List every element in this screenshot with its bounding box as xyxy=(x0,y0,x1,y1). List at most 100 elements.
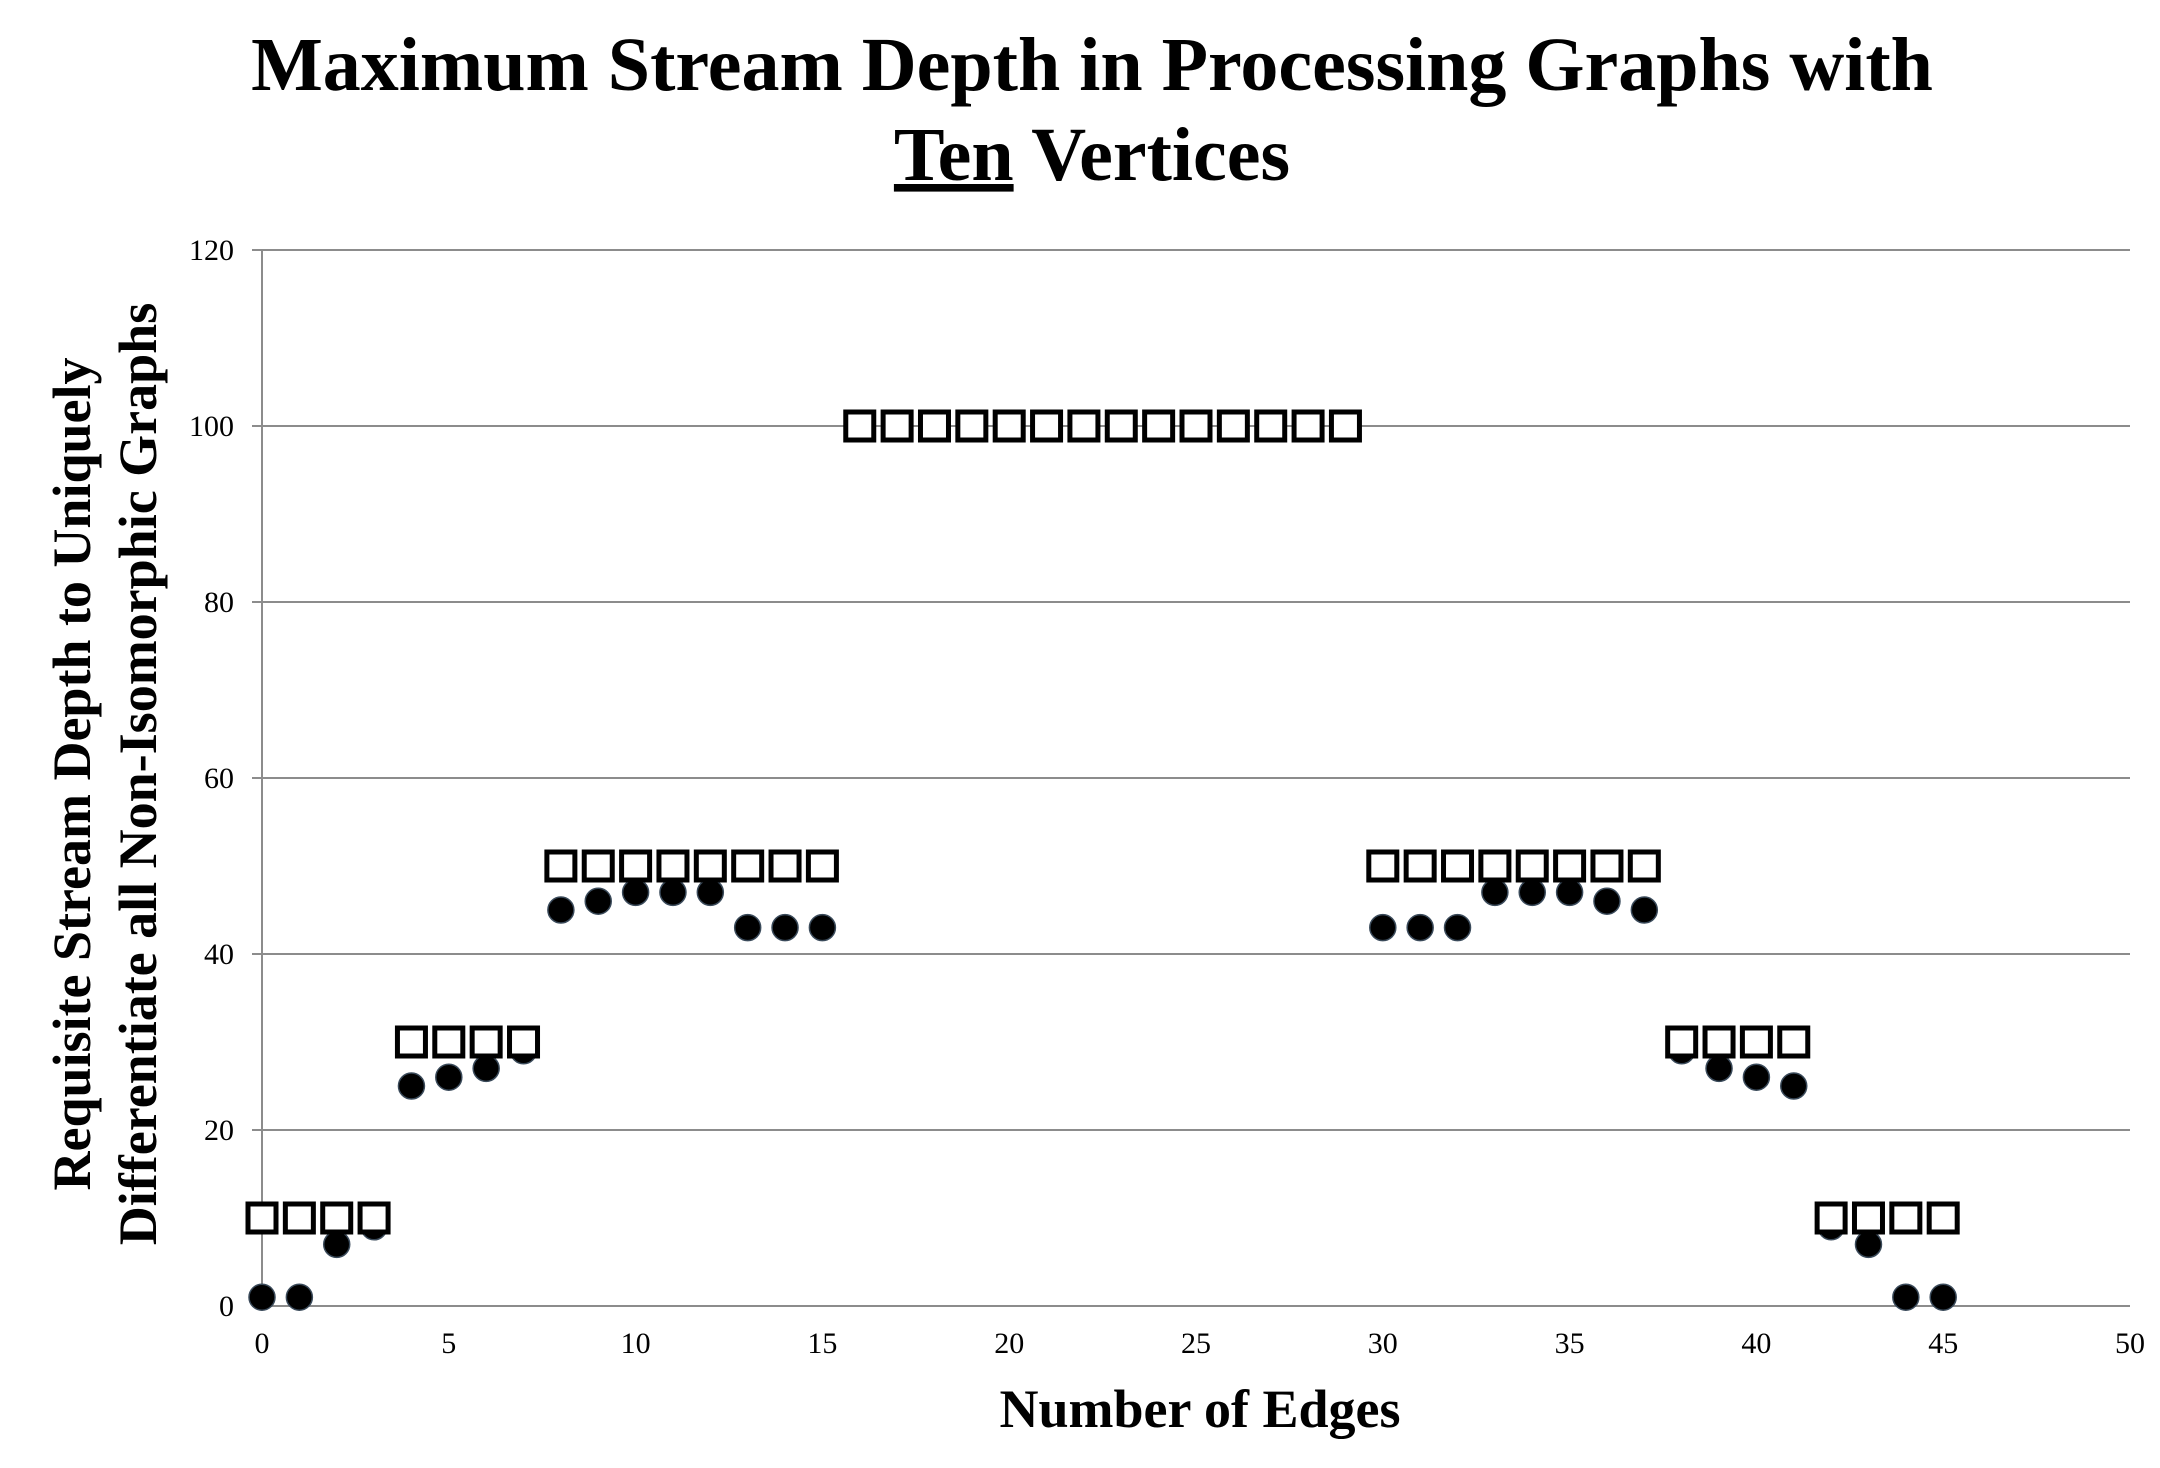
square-point xyxy=(357,1201,391,1235)
square-point xyxy=(917,409,951,443)
circle-point xyxy=(1481,878,1509,907)
circle-point xyxy=(547,896,575,924)
circle-point xyxy=(1892,1283,1920,1311)
x-axis-title: Number of Edges xyxy=(999,1379,1400,1439)
circle-point xyxy=(771,913,799,942)
square-point xyxy=(245,1201,279,1235)
circle-point xyxy=(1929,1283,1957,1311)
y-tick-label: 120 xyxy=(189,234,234,267)
circle-point xyxy=(248,1283,276,1311)
y-axis-title-line2: Differentiate all Non-Isomorphic Graphs xyxy=(108,303,168,1245)
square-point xyxy=(768,849,802,883)
y-tick-label: 20 xyxy=(204,1114,234,1147)
square-point xyxy=(1851,1201,1885,1235)
square-point xyxy=(1254,409,1288,443)
circle-point xyxy=(584,887,612,915)
square-point xyxy=(544,849,578,883)
square-point xyxy=(1515,849,1549,883)
data-points xyxy=(245,409,1960,1311)
circle-point xyxy=(1705,1054,1733,1083)
x-tick-label: 35 xyxy=(1555,1327,1585,1360)
square-point xyxy=(1553,849,1587,883)
x-tick-label: 20 xyxy=(994,1327,1024,1360)
square-point xyxy=(656,849,690,883)
x-tick-label: 0 xyxy=(255,1327,270,1360)
y-tick-label: 40 xyxy=(204,938,234,971)
circle-point xyxy=(322,1230,351,1259)
x-tick-label: 45 xyxy=(1928,1327,1958,1360)
square-point xyxy=(1478,849,1512,883)
square-point xyxy=(1179,409,1213,443)
square-point xyxy=(955,409,989,443)
circle-point xyxy=(659,878,687,907)
square-point xyxy=(1441,849,1475,883)
chart-title-line2: Ten Vertices xyxy=(894,113,1290,197)
circle-point xyxy=(285,1283,314,1311)
x-tick-labels: 0 5 10 15 20 25 30 35 40 45 50 xyxy=(255,1327,2146,1360)
y-tick-label: 60 xyxy=(204,762,234,795)
square-point xyxy=(1067,409,1101,443)
circle-point xyxy=(472,1054,500,1083)
y-tick-label: 100 xyxy=(189,410,234,443)
y-axis-title-line1: Requisite Stream Depth to Uniquely xyxy=(42,357,102,1190)
circle-point xyxy=(1742,1063,1771,1091)
square-point xyxy=(1403,849,1437,883)
x-tick-label: 10 xyxy=(621,1327,651,1360)
gridlines xyxy=(262,249,2130,1131)
x-tick-label: 50 xyxy=(2115,1327,2145,1360)
square-point xyxy=(1030,409,1064,443)
square-point xyxy=(1889,1201,1923,1235)
square-point xyxy=(1777,1025,1811,1059)
y-tick-label: 80 xyxy=(204,586,234,619)
square-point xyxy=(469,1025,503,1059)
circle-point xyxy=(435,1063,463,1091)
x-tick-label: 5 xyxy=(441,1327,456,1360)
x-tick-label: 25 xyxy=(1181,1327,1211,1360)
y-tick-label: 0 xyxy=(219,1290,234,1323)
circle-point xyxy=(1854,1230,1883,1259)
circle-point xyxy=(397,1072,426,1100)
chart-title-rest: Vertices xyxy=(1014,113,1290,197)
circle-point xyxy=(1593,887,1621,915)
square-point xyxy=(394,1025,428,1059)
square-point xyxy=(432,1025,466,1059)
square-point xyxy=(1739,1025,1773,1059)
square-point xyxy=(805,849,839,883)
circle-point xyxy=(1443,913,1472,942)
circle-point xyxy=(1780,1072,1808,1100)
circle-point xyxy=(1369,913,1397,942)
square-point xyxy=(619,849,653,883)
x-tick-label: 40 xyxy=(1741,1327,1771,1360)
square-point xyxy=(581,849,615,883)
square-point xyxy=(693,849,727,883)
x-tick-label: 30 xyxy=(1368,1327,1398,1360)
square-point xyxy=(1291,409,1325,443)
square-point xyxy=(880,409,914,443)
square-point xyxy=(1216,409,1250,443)
square-point xyxy=(992,409,1026,443)
circle-point xyxy=(1406,913,1434,942)
square-point xyxy=(1814,1201,1848,1235)
circle-point xyxy=(621,878,650,907)
axes xyxy=(252,249,2130,1307)
square-point xyxy=(1366,849,1400,883)
square-point xyxy=(320,1201,354,1235)
circle-point xyxy=(1555,878,1584,907)
square-point xyxy=(1590,849,1624,883)
circle-point xyxy=(808,913,837,942)
square-point xyxy=(1142,409,1176,443)
square-point xyxy=(1665,1025,1699,1059)
square-point xyxy=(1627,849,1661,883)
square-point xyxy=(507,1025,541,1059)
square-point xyxy=(1328,409,1362,443)
circle-point xyxy=(1630,896,1659,924)
square-point xyxy=(731,849,765,883)
y-tick-labels: 0 20 40 60 80 100 120 xyxy=(189,234,234,1323)
square-point xyxy=(1926,1201,1960,1235)
x-tick-label: 15 xyxy=(807,1327,837,1360)
chart-title-line1: Maximum Stream Depth in Processing Graph… xyxy=(251,23,1933,107)
square-point xyxy=(1702,1025,1736,1059)
square-point xyxy=(843,409,877,443)
circle-point xyxy=(1518,878,1546,907)
